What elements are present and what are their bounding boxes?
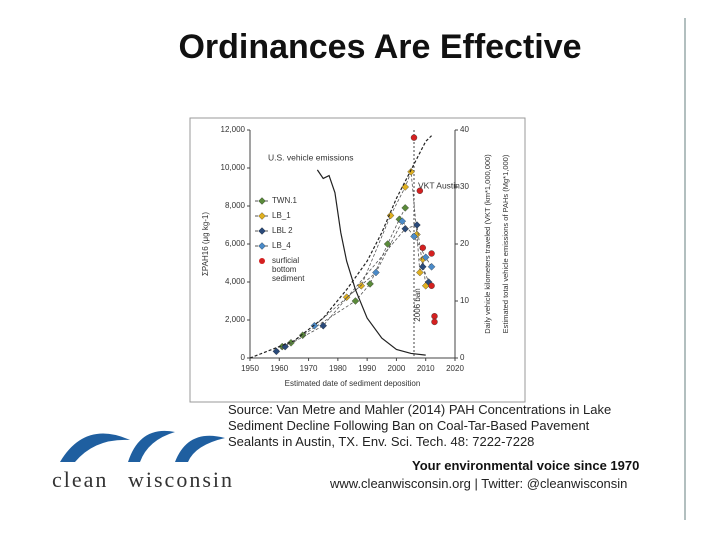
y2-tick-label: 20	[460, 239, 469, 248]
logo-mark	[60, 430, 225, 462]
data-point	[421, 253, 430, 262]
data-point	[431, 318, 438, 326]
series-line	[314, 220, 432, 327]
y-tick-label: 0	[241, 353, 246, 362]
data-point	[319, 321, 327, 330]
x-tick-label: 1960	[270, 364, 288, 373]
data-point	[366, 280, 374, 288]
data-point	[401, 183, 409, 191]
data-point	[410, 232, 418, 241]
x-axis-label: Estimated date of sediment deposition	[285, 379, 421, 388]
data-point	[413, 221, 421, 229]
data-point	[351, 297, 360, 305]
website: www.cleanwisconsin.org | Twitter: @clean…	[330, 476, 628, 491]
data-point	[372, 268, 380, 277]
legend-label: TWN.1	[272, 196, 297, 205]
data-point	[410, 134, 418, 141]
source-text: Source: Van Metre and Mahler (2014) PAH …	[228, 402, 612, 449]
y2-axis-label: Estimated total vehicle emissions of PAH…	[501, 154, 510, 333]
legend-fo: TWN.1	[272, 196, 297, 205]
legend-swatch	[258, 242, 266, 250]
data-point	[416, 187, 424, 195]
y2-tick-label: 30	[460, 182, 469, 191]
legend-fo: LBL 2	[272, 226, 293, 235]
legend-swatch	[258, 212, 266, 220]
data-point	[357, 282, 366, 290]
data-point	[386, 211, 395, 220]
series-line	[249, 135, 432, 359]
data-point	[431, 313, 438, 320]
y-tick-label: 10,000	[221, 163, 246, 172]
x-tick-label: 2020	[446, 364, 464, 373]
legend-swatch	[259, 258, 265, 264]
data-point	[428, 282, 435, 289]
logo-wisconsin: wisconsin	[128, 467, 234, 492]
y2-tick-label: 10	[460, 296, 469, 305]
data-point	[398, 217, 407, 225]
y-tick-label: 2,000	[225, 315, 246, 324]
y2-axis-label: Daily vehicle kilometers traveled (VKT (…	[483, 154, 492, 334]
x-tick-label: 2000	[388, 364, 406, 373]
data-point	[407, 168, 415, 176]
series-label: VKT Austin	[418, 180, 460, 190]
y2-tick-label: 40	[460, 125, 469, 134]
chart-frame	[189, 117, 526, 403]
legend-label: LBL 2	[272, 226, 293, 235]
y-axis-label: ΣPAH16 (μg kg-1)	[201, 212, 210, 276]
series-line	[316, 169, 426, 356]
y2-tick-label: 0	[460, 353, 465, 362]
x-tick-label: 1950	[241, 364, 259, 373]
y-tick-label: 6,000	[225, 239, 246, 248]
y-tick-label: 8,000	[225, 201, 246, 210]
data-point	[383, 240, 392, 248]
legend-swatch	[258, 197, 266, 205]
slide-title: Ordinances Are Effective	[178, 28, 582, 66]
y-tick-label: 4,000	[225, 277, 246, 286]
logo-clean: clean	[52, 467, 108, 492]
x-tick-label: 2010	[417, 364, 435, 373]
data-point	[416, 268, 424, 277]
legend-swatch	[258, 227, 266, 235]
legend-fo: LB_1	[272, 211, 291, 220]
x-tick-label: 1970	[300, 364, 318, 373]
data-point	[427, 263, 436, 271]
data-point	[401, 204, 409, 212]
legend-label: surficial bottom sediment	[272, 256, 305, 283]
legend-fo: surficial bottom sediment	[272, 256, 305, 283]
data-point	[419, 244, 426, 252]
tagline: Your environmental voice since 1970	[412, 458, 640, 473]
ban-label: 2006 ban	[413, 288, 422, 321]
data-point	[419, 263, 427, 271]
legend-fo: LB_4	[272, 241, 291, 250]
legend-label: LB_4	[272, 241, 291, 250]
y-tick-label: 12,000	[221, 125, 246, 134]
legend-label: LB_1	[272, 211, 291, 220]
series-label: U.S. vehicle emissions	[268, 152, 354, 162]
data-point	[272, 347, 281, 356]
x-tick-label: 1980	[329, 364, 347, 373]
data-point	[428, 250, 435, 257]
x-tick-label: 1990	[358, 364, 376, 373]
